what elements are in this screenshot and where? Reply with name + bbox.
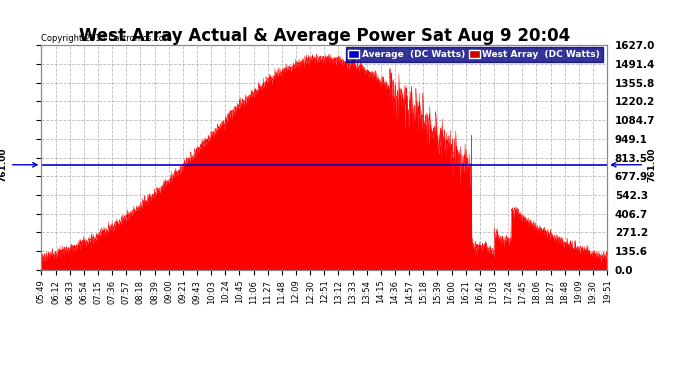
Text: 761.00: 761.00 (0, 147, 37, 182)
Text: Copyright 2014 Cartronics.com: Copyright 2014 Cartronics.com (41, 34, 172, 43)
Legend: Average  (DC Watts), West Array  (DC Watts): Average (DC Watts), West Array (DC Watts… (346, 47, 602, 62)
Title: West Array Actual & Average Power Sat Aug 9 20:04: West Array Actual & Average Power Sat Au… (79, 27, 570, 45)
Text: 761.00: 761.00 (611, 147, 656, 182)
